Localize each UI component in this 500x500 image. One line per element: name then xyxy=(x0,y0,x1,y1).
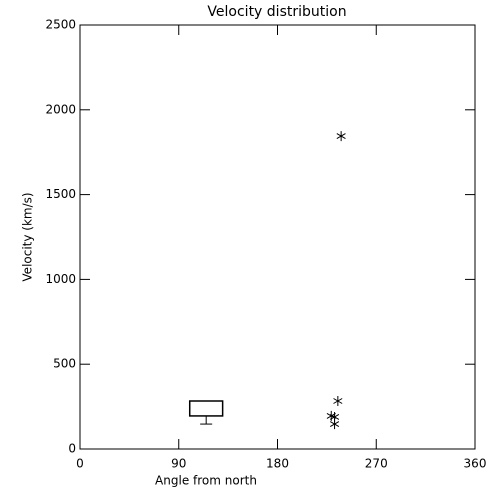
y-tick-label: 1500 xyxy=(45,187,76,201)
x-tick-label: 180 xyxy=(266,457,289,471)
y-tick-label: 2500 xyxy=(45,18,76,32)
chart-title: Velocity distribution xyxy=(207,4,346,20)
y-axis-label: Velocity (km/s) xyxy=(21,192,35,281)
box xyxy=(188,400,224,417)
x-tick-label: 360 xyxy=(464,457,487,471)
y-tick-label: 500 xyxy=(53,357,76,371)
x-axis-label: Angle from north xyxy=(155,474,257,488)
scatter-point xyxy=(333,396,343,407)
plot-frame xyxy=(79,24,476,450)
x-tick-label: 270 xyxy=(365,457,388,471)
y-tick-label: 1000 xyxy=(45,272,76,286)
x-tick-label: 90 xyxy=(171,457,186,471)
x-tick-label: 0 xyxy=(76,457,84,471)
scatter-point xyxy=(336,131,346,142)
y-tick-label: 2000 xyxy=(45,102,76,116)
y-tick-label: 0 xyxy=(68,442,76,456)
scatter-point xyxy=(329,419,340,430)
